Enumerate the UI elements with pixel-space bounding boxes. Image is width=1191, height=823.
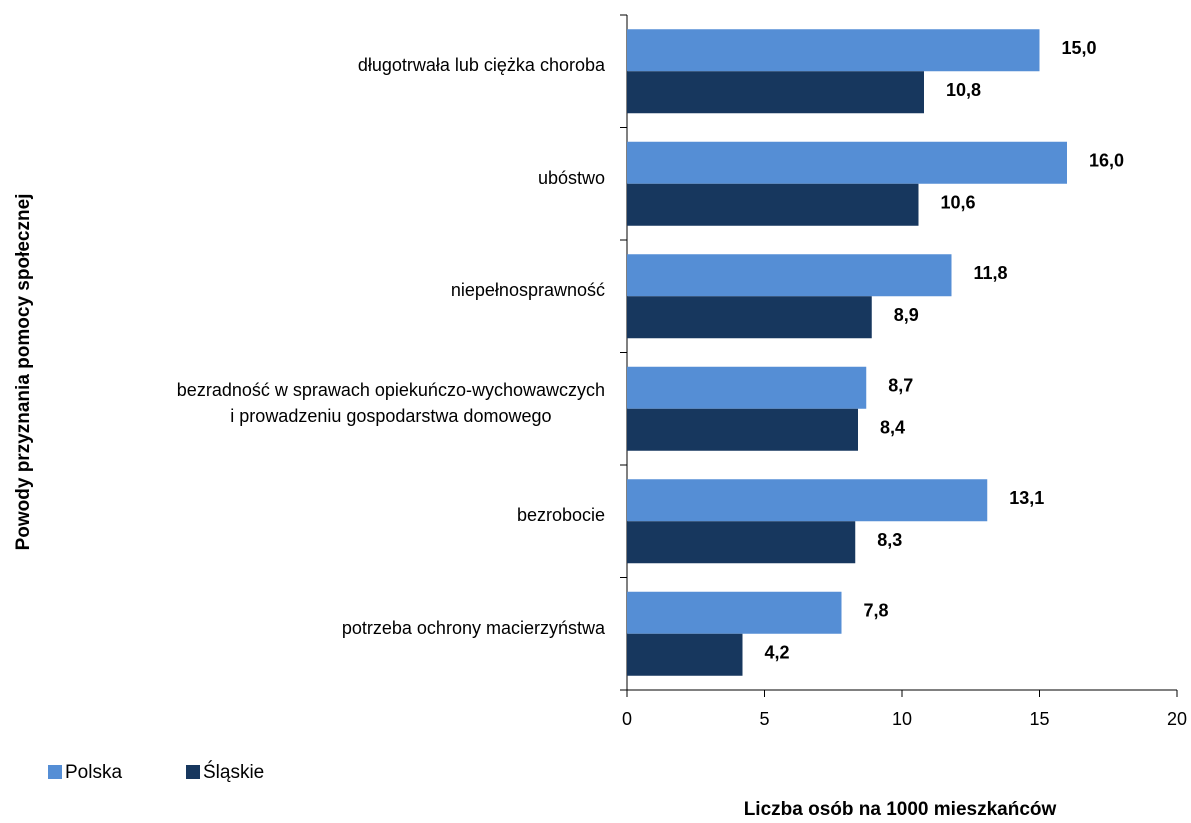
- x-tick-label: 20: [1167, 709, 1187, 729]
- bar: [627, 254, 952, 297]
- value-label: 8,9: [894, 305, 919, 325]
- value-label: 4,2: [765, 643, 790, 663]
- value-label: 15,0: [1062, 38, 1097, 58]
- bar: [627, 633, 743, 676]
- bar: [627, 366, 867, 409]
- bar: [627, 591, 842, 634]
- x-tick-label: 0: [622, 709, 632, 729]
- category-label: potrzeba ochrony macierzyństwa: [341, 617, 605, 638]
- bar: [627, 408, 858, 451]
- value-label: 8,3: [877, 530, 902, 550]
- bar: [627, 479, 988, 522]
- value-label: 11,8: [974, 263, 1008, 283]
- legend-swatch: [186, 765, 200, 779]
- value-label: 10,6: [941, 193, 976, 213]
- bar: [627, 29, 1040, 72]
- legend-label: Polska: [65, 762, 122, 783]
- y-axis-title: Powody przyznania pomocy społecznej: [13, 194, 34, 551]
- bar: [627, 183, 919, 226]
- bar: [627, 521, 856, 564]
- bar: [627, 141, 1067, 184]
- bar: [627, 296, 872, 339]
- value-label: 10,8: [946, 80, 981, 100]
- category-label: długotrwała lub ciężka choroba: [357, 55, 605, 76]
- value-label: 16,0: [1089, 151, 1124, 171]
- x-tick-label: 5: [759, 709, 769, 729]
- legend-label: Śląskie: [203, 761, 264, 783]
- category-label: ubóstwo: [537, 167, 605, 188]
- bar: [627, 71, 924, 114]
- category-label: bezrobocie: [516, 505, 605, 526]
- category-label: bezradność w sprawach opiekuńczo-wychowa…: [176, 379, 605, 426]
- x-tick-label: 10: [892, 709, 912, 729]
- value-label: 8,7: [888, 376, 913, 396]
- value-label: 7,8: [864, 601, 889, 621]
- value-label: 13,1: [1009, 488, 1044, 508]
- value-label: 8,4: [880, 418, 905, 438]
- x-tick-label: 15: [1029, 709, 1049, 729]
- legend-swatch: [48, 765, 62, 779]
- category-label: niepełnosprawność: [450, 280, 605, 301]
- x-axis-title: Liczba osób na 1000 mieszkańców: [744, 799, 1057, 820]
